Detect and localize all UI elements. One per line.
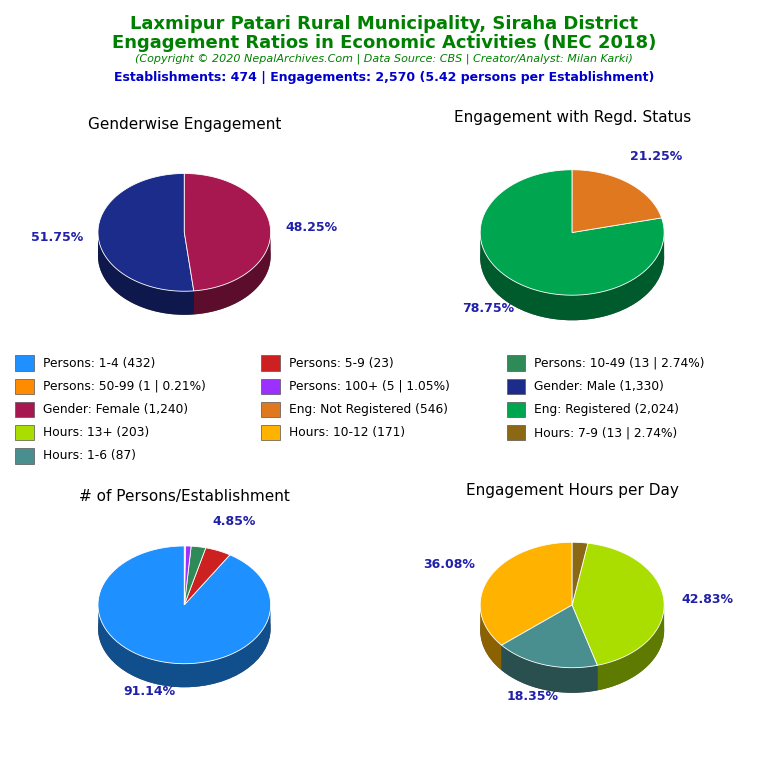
Text: 18.35%: 18.35%	[506, 690, 558, 703]
Polygon shape	[502, 605, 572, 670]
Text: Eng: Registered (2,024): Eng: Registered (2,024)	[535, 403, 680, 416]
Polygon shape	[502, 605, 598, 667]
Polygon shape	[184, 174, 270, 291]
Text: Hours: 10-12 (171): Hours: 10-12 (171)	[289, 426, 405, 439]
Bar	[15, 356, 34, 371]
Polygon shape	[194, 233, 270, 314]
Text: 36.08%: 36.08%	[423, 558, 475, 571]
Bar	[507, 425, 525, 441]
Text: Persons: 1-4 (432): Persons: 1-4 (432)	[43, 356, 155, 369]
Ellipse shape	[98, 570, 270, 687]
Polygon shape	[598, 606, 664, 690]
Polygon shape	[480, 233, 664, 320]
Polygon shape	[572, 543, 664, 665]
Text: 51.75%: 51.75%	[31, 231, 83, 243]
Polygon shape	[480, 170, 664, 295]
Polygon shape	[572, 605, 598, 690]
Bar	[15, 402, 34, 417]
Ellipse shape	[480, 195, 664, 320]
Text: Persons: 5-9 (23): Persons: 5-9 (23)	[289, 356, 393, 369]
Text: Hours: 1-6 (87): Hours: 1-6 (87)	[43, 449, 136, 462]
Title: # of Persons/Establishment: # of Persons/Establishment	[79, 489, 290, 504]
Polygon shape	[98, 546, 270, 664]
Polygon shape	[98, 234, 194, 315]
Text: 48.25%: 48.25%	[286, 221, 338, 234]
Bar	[507, 379, 525, 394]
Text: Establishments: 474 | Engagements: 2,570 (5.42 persons per Establishment): Establishments: 474 | Engagements: 2,570…	[114, 71, 654, 84]
Polygon shape	[98, 174, 194, 291]
Bar	[15, 449, 34, 464]
Polygon shape	[572, 170, 661, 233]
Text: Persons: 10-49 (13 | 2.74%): Persons: 10-49 (13 | 2.74%)	[535, 356, 705, 369]
Bar	[15, 425, 34, 441]
Polygon shape	[184, 546, 185, 605]
Polygon shape	[502, 645, 598, 693]
Text: Hours: 7-9 (13 | 2.74%): Hours: 7-9 (13 | 2.74%)	[535, 426, 677, 439]
Polygon shape	[572, 542, 588, 605]
Polygon shape	[184, 546, 191, 605]
Text: Persons: 100+ (5 | 1.05%): Persons: 100+ (5 | 1.05%)	[289, 380, 449, 392]
Bar	[261, 425, 280, 441]
Ellipse shape	[98, 197, 270, 315]
Polygon shape	[184, 233, 194, 314]
Text: 42.83%: 42.83%	[682, 594, 734, 607]
Polygon shape	[98, 608, 270, 687]
Bar	[507, 402, 525, 417]
Text: Laxmipur Patari Rural Municipality, Siraha District: Laxmipur Patari Rural Municipality, Sira…	[130, 15, 638, 33]
Title: Engagement Hours per Day: Engagement Hours per Day	[465, 483, 679, 498]
Title: Engagement with Regd. Status: Engagement with Regd. Status	[454, 111, 690, 125]
Text: 78.75%: 78.75%	[462, 302, 514, 315]
Text: 21.25%: 21.25%	[631, 151, 683, 164]
Bar	[261, 402, 280, 417]
Text: Gender: Female (1,240): Gender: Female (1,240)	[43, 403, 188, 416]
Text: 4.85%: 4.85%	[213, 515, 256, 528]
Text: Gender: Male (1,330): Gender: Male (1,330)	[535, 380, 664, 392]
Bar	[261, 379, 280, 394]
Polygon shape	[480, 542, 572, 645]
Bar	[507, 356, 525, 371]
Polygon shape	[502, 605, 572, 670]
Polygon shape	[184, 546, 206, 605]
Polygon shape	[184, 233, 194, 314]
Polygon shape	[572, 605, 598, 690]
Polygon shape	[184, 548, 230, 605]
Bar	[261, 356, 280, 371]
Text: Persons: 50-99 (1 | 0.21%): Persons: 50-99 (1 | 0.21%)	[43, 380, 206, 392]
Text: (Copyright © 2020 NepalArchives.Com | Data Source: CBS | Creator/Analyst: Milan : (Copyright © 2020 NepalArchives.Com | Da…	[135, 54, 633, 65]
Text: 91.14%: 91.14%	[123, 685, 175, 698]
Text: Hours: 13+ (203): Hours: 13+ (203)	[43, 426, 149, 439]
Polygon shape	[480, 605, 502, 670]
Text: Engagement Ratios in Economic Activities (NEC 2018): Engagement Ratios in Economic Activities…	[112, 34, 656, 51]
Text: Eng: Not Registered (546): Eng: Not Registered (546)	[289, 403, 448, 416]
Bar	[15, 379, 34, 394]
Title: Genderwise Engagement: Genderwise Engagement	[88, 117, 281, 131]
Ellipse shape	[480, 568, 664, 693]
